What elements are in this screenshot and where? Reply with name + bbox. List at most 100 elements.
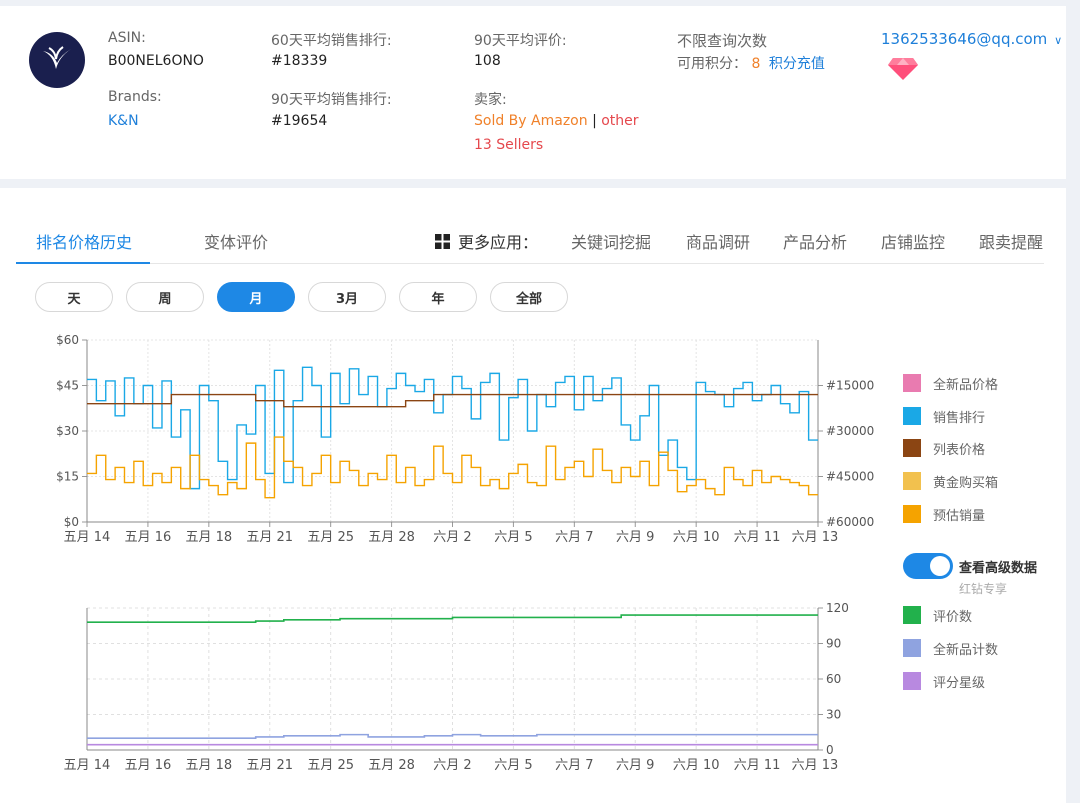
bird-logo-icon — [43, 46, 71, 69]
x-tick-label: 五月 28 — [368, 530, 415, 545]
seller-separator: | — [592, 113, 597, 129]
legend-rating[interactable]: 评分星级 — [903, 672, 985, 691]
advanced-data-label: 查看高级数据 — [959, 561, 1038, 576]
tab-follow-sell[interactable]: 跟卖提醒 — [979, 233, 1044, 252]
x-tick-label: 五月 14 — [64, 530, 111, 545]
toggle-knob — [930, 556, 950, 576]
y-right-tick-label: #45000 — [826, 470, 874, 484]
vip-only-note: 红钻专享 — [959, 582, 1008, 596]
y-left-tick-label: $15 — [56, 470, 79, 484]
asin-value: B00NEL6ONO — [108, 53, 204, 69]
range-day-button[interactable]: 天 — [35, 282, 113, 312]
x-tick-label: 五月 18 — [185, 530, 232, 545]
x-tick-label: 六月 10 — [673, 530, 720, 545]
legend-new-offer-count[interactable]: 全新品计数 — [903, 639, 998, 658]
range-week-button[interactable]: 周 — [126, 282, 204, 312]
y-left-tick-label: $30 — [56, 424, 79, 438]
advanced-data-toggle[interactable] — [903, 553, 953, 579]
points-line: 可用积分： 8 积分充值 — [677, 53, 825, 73]
legend-review-count[interactable]: 评价数 — [903, 606, 972, 625]
user-email-link[interactable]: 1362533646@qq.com ∨ — [881, 30, 1062, 48]
x-tick-label: 六月 11 — [734, 758, 781, 773]
legend-swatch — [903, 472, 921, 490]
tab-keyword-mining[interactable]: 关键词挖掘 — [571, 233, 652, 252]
seller-other-link[interactable]: other — [601, 113, 639, 129]
y-right-tick-label: 30 — [826, 708, 841, 722]
series-line-全新品计数 — [87, 733, 818, 739]
tab-variant-review[interactable]: 变体评价 — [204, 233, 269, 252]
tab-rank-history[interactable]: 排名价格历史 — [36, 233, 133, 252]
recharge-link[interactable]: 积分充值 — [768, 56, 825, 72]
grid-icon — [435, 233, 450, 249]
tab-divider — [16, 263, 1044, 264]
brand-logo — [29, 32, 85, 88]
brands-label: Brands: — [108, 89, 162, 105]
legend-swatch — [903, 439, 921, 457]
query-limit-text: 不限查询次数 — [677, 32, 768, 50]
red-diamond-icon — [888, 58, 918, 80]
legend-est-sales[interactable]: 预估销量 — [903, 505, 985, 524]
range-all-button[interactable]: 全部 — [490, 282, 568, 312]
rank60-value: #18339 — [271, 53, 328, 69]
y-right-tick-label: 0 — [826, 743, 834, 757]
rank90-value: #19654 — [271, 113, 328, 129]
y-left-tick-label: $45 — [56, 379, 79, 393]
legend-swatch — [903, 639, 921, 657]
legend-swatch — [903, 374, 921, 392]
legend-swatch — [903, 505, 921, 523]
chevron-down-icon: ∨ — [1054, 34, 1063, 47]
rank90-label: 90天平均销售排行: — [271, 92, 392, 108]
tab-product-analysis[interactable]: 产品分析 — [783, 233, 848, 252]
brand-link[interactable]: K&N — [108, 113, 139, 129]
tab-shop-monitor[interactable]: 店铺监控 — [881, 233, 946, 252]
y-right-tick-label: #60000 — [826, 515, 874, 529]
x-tick-label: 六月 5 — [494, 530, 532, 545]
legend-swatch — [903, 672, 921, 690]
x-tick-label: 五月 25 — [307, 758, 354, 773]
range-year-button[interactable]: 年 — [399, 282, 477, 312]
rank60-label: 60天平均销售排行: — [271, 33, 392, 49]
more-apps-label: 更多应用： — [458, 233, 539, 252]
tab-product-research[interactable]: 商品调研 — [686, 233, 751, 252]
legend-swatch — [903, 606, 921, 624]
seller-count-link[interactable]: 13 Sellers — [474, 137, 544, 153]
legend-buybox[interactable]: 黄金购买箱 — [903, 472, 998, 491]
points-value: 8 — [751, 56, 761, 72]
x-tick-label: 五月 21 — [246, 758, 293, 773]
price-rank-chart: 五月 14 五月 16 五月 18 五月 21 五月 25 五月 28 六月 2 六月 5 六月… — [56, 333, 874, 545]
range-3month-button[interactable]: 3月 — [308, 282, 386, 312]
legend-list-price[interactable]: 列表价格 — [903, 439, 985, 458]
x-tick-label: 六月 10 — [673, 758, 720, 773]
series-line-列表价格 — [87, 393, 818, 408]
x-tick-label: 五月 25 — [307, 530, 354, 545]
y-right-tick-label: 90 — [826, 637, 841, 651]
x-tick-label: 六月 7 — [555, 758, 593, 773]
seller-amazon-link[interactable]: Sold By Amazon — [474, 113, 588, 129]
x-tick-label: 五月 28 — [368, 758, 415, 773]
legend-new-price[interactable]: 全新品价格 — [903, 374, 998, 393]
x-tick-label: 六月 13 — [792, 530, 839, 545]
x-tick-label: 六月 2 — [433, 530, 471, 545]
x-tick-label: 六月 13 — [792, 758, 839, 773]
range-month-button[interactable]: 月 — [217, 282, 295, 312]
x-tick-label: 五月 16 — [125, 758, 172, 773]
y-left-tick-label: $60 — [56, 333, 79, 347]
legend-sales-rank[interactable]: 销售排行 — [903, 407, 985, 426]
x-tick-label: 五月 18 — [185, 758, 232, 773]
review-count-chart: 五月 14 五月 16 五月 18 五月 21 五月 25 五月 28 六月 2 六月 5 六月… — [64, 601, 849, 773]
user-email: 1362533646@qq.com — [881, 30, 1048, 48]
series-line-黄金购买箱 — [87, 436, 818, 499]
x-tick-label: 六月 5 — [494, 758, 532, 773]
series-line-销售排行 — [87, 366, 818, 490]
seller-line: Sold By Amazon | other — [474, 113, 639, 129]
y-left-tick-label: $0 — [64, 515, 79, 529]
x-tick-label: 六月 2 — [433, 758, 471, 773]
x-tick-label: 六月 7 — [555, 530, 593, 545]
active-tab-indicator — [16, 262, 150, 264]
x-tick-label: 六月 9 — [616, 758, 654, 773]
legend-swatch — [903, 407, 921, 425]
more-apps-menu[interactable]: 更多应用： — [435, 229, 538, 253]
review90-label: 90天平均评价: — [474, 33, 567, 49]
x-tick-label: 五月 14 — [64, 758, 111, 773]
seller-label: 卖家: — [474, 92, 507, 108]
